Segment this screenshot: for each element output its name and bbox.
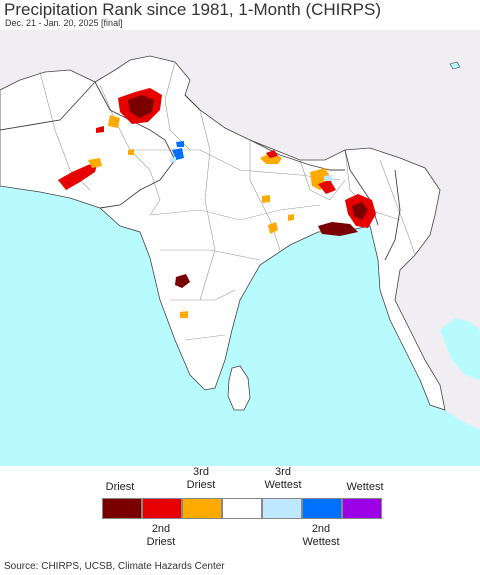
country-borders <box>0 81 401 261</box>
legend-label-3rd-wettest: 3rd Wettest <box>264 466 302 491</box>
legend-label-wettest: Wettest <box>346 481 384 493</box>
dry-anomalies <box>58 88 376 318</box>
source-credit: Source: CHIRPS, UCSB, Climate Hazards Ce… <box>4 561 225 572</box>
wet-anomalies <box>170 141 332 181</box>
legend-swatch-wettest <box>342 498 382 519</box>
legend-swatch-driest <box>102 498 142 519</box>
legend-swatch-normal <box>222 498 262 519</box>
legend-swatch-3rd-driest <box>182 498 222 519</box>
land-south-asia <box>0 55 446 411</box>
legend-label-2nd-wettest: 2nd Wettest <box>302 523 340 548</box>
ocean-east <box>440 318 480 380</box>
legend-swatch-2nd-driest <box>142 498 182 519</box>
land-sri-lanka <box>227 365 251 411</box>
legend-label-3rd-driest: 3rd Driest <box>186 466 216 491</box>
precipitation-rank-map <box>0 30 480 466</box>
legend-swatch-3rd-wettest <box>262 498 302 519</box>
island-marker <box>449 61 461 70</box>
map-title: Precipitation Rank since 1981, 1-Month (… <box>4 0 381 19</box>
legend-label-2nd-driest: 2nd Driest <box>146 523 176 548</box>
legend-swatch-2nd-wettest <box>302 498 342 519</box>
ocean <box>0 186 480 466</box>
legend-label-driest: Driest <box>105 481 135 493</box>
map-subtitle: Dec. 21 - Jan. 20, 2025 [final] <box>5 18 123 28</box>
